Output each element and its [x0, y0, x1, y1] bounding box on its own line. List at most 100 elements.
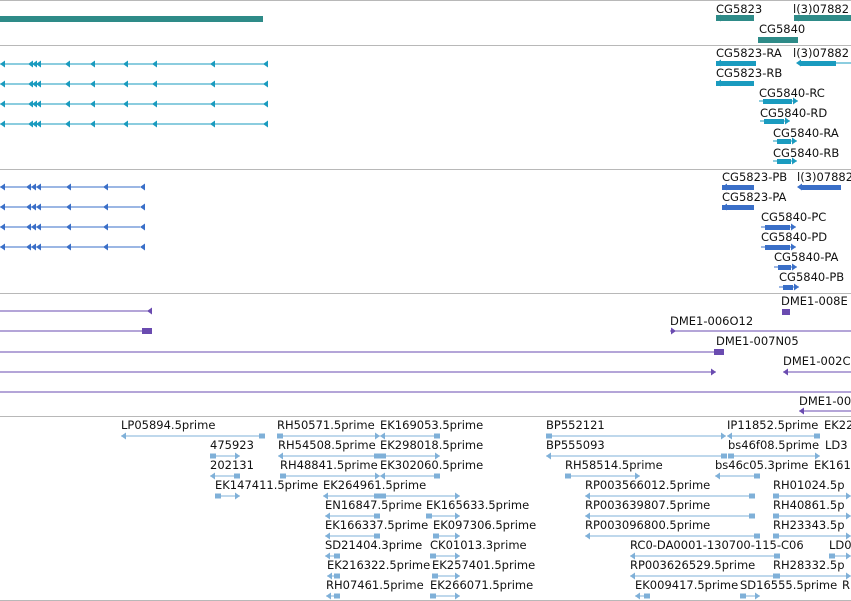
protein-exon [722, 205, 754, 210]
clone-arrow [799, 407, 804, 415]
est-arrow [121, 432, 126, 440]
est-arrow [210, 472, 215, 480]
est-end [334, 573, 340, 579]
transcript-exon-arrow [0, 120, 5, 128]
est-label[interactable]: LP05894.5prime [121, 418, 216, 432]
protein-label-cg5840-pc[interactable]: CG5840-PC [761, 210, 827, 224]
est-end [380, 493, 386, 499]
clone-label-dme1-007n05[interactable]: DME1-007N05 [716, 334, 799, 348]
est-label[interactable]: SD21404.3prime [325, 538, 423, 552]
est-label[interactable]: RH58514.5prime [565, 458, 663, 472]
est-label[interactable]: EN16847.5prime [325, 498, 422, 512]
est-label[interactable]: EK161 [814, 458, 851, 472]
clone-label-dme1-002[interactable]: DME1-002C [783, 354, 851, 368]
protein-label-cg5840-pa[interactable]: CG5840-PA [774, 250, 839, 264]
est-label[interactable]: IP11852.5prime [727, 418, 819, 432]
transcript-label-cg5840-rd[interactable]: CG5840-RD [760, 106, 828, 120]
est-label[interactable]: EK169053.5prime [380, 418, 484, 432]
est-label[interactable]: EK009417.5prime [635, 578, 739, 592]
est-label[interactable]: EK097306.5prime [433, 518, 537, 532]
est-label[interactable]: EK257401.5prime [432, 558, 536, 572]
est-label[interactable]: EK166337.5prime [325, 518, 429, 532]
gene-label-cg5823[interactable]: CG5823 [716, 2, 763, 16]
gene-glyph [794, 15, 851, 21]
clone-label-dme1-008[interactable]: DME1-008E [781, 294, 848, 308]
protein-label-cg5823-pb[interactable]: CG5823-PB [722, 170, 788, 184]
est-arrow [327, 572, 332, 580]
est-arrow [380, 432, 385, 440]
est-label[interactable]: RH54508.5prime [278, 438, 376, 452]
est-label[interactable]: RH23343.5p [773, 518, 845, 532]
transcript-label-cg5840-ra[interactable]: CG5840-RA [773, 126, 839, 140]
est-label[interactable]: LD3 [825, 438, 848, 452]
est-arrow [635, 592, 640, 600]
est-label[interactable]: RH50571.5prime [277, 418, 375, 432]
transcript-exon-arrow [65, 100, 70, 108]
protein-label-cg5840-pd[interactable]: CG5840-PD [761, 230, 828, 244]
est-arrow [325, 532, 330, 540]
est-label[interactable]: RP003566012.5prime [585, 478, 711, 492]
transcript-exon-arrow [716, 59, 721, 67]
est-label[interactable]: EK302060.5prime [380, 458, 484, 472]
transcript-exon-arrow [796, 59, 801, 67]
est-label[interactable]: EK216322.5prime [327, 558, 431, 572]
clone-label-dme1-00[interactable]: DME1-00 [799, 394, 851, 408]
est-arrow [846, 532, 851, 540]
est-label[interactable]: CK01013.3prime [430, 538, 527, 552]
transcript-label-l3-07882[interactable]: l(3)07882 [793, 46, 850, 60]
est-label[interactable]: EK266071.5prime [430, 578, 534, 592]
est-label[interactable]: EK165633.5prime [426, 498, 530, 512]
est-label[interactable]: EK264961.5prime [323, 478, 427, 492]
clone-label-dme1-006o12[interactable]: DME1-006O12 [670, 314, 754, 328]
est-label[interactable]: BP552121 [546, 418, 605, 432]
transcript-exon [763, 99, 792, 104]
est-end [829, 553, 835, 559]
est-label[interactable]: EK147411.5prime [215, 478, 319, 492]
est-label[interactable]: bs46c05.3prime [715, 458, 809, 472]
gene-glyph [758, 37, 798, 43]
gene-arrow [794, 14, 799, 22]
protein-label-cg5823-pa[interactable]: CG5823-PA [722, 190, 787, 204]
est-label[interactable]: LD0 [829, 538, 851, 552]
protein-label-cg5840-pb[interactable]: CG5840-PB [779, 270, 845, 284]
est-label[interactable]: RH07461.5prime [326, 578, 424, 592]
transcript-exon-arrow [210, 120, 215, 128]
est-label[interactable]: EK22 [824, 418, 851, 432]
transcript-label-cg5823-rb[interactable]: CG5823-RB [716, 66, 783, 80]
est-end [277, 433, 283, 439]
est-arrow [585, 512, 590, 520]
transcript-exon [777, 159, 791, 164]
est-label[interactable]: 202131 [210, 458, 254, 472]
est-label[interactable]: EK298018.5prime [380, 438, 484, 452]
est-label[interactable]: RC0-DA0001-130700-115-C06 [630, 538, 804, 552]
protein-exon-arrow [66, 183, 71, 191]
est-end [374, 513, 380, 519]
transcript-label-cg5823-ra[interactable]: CG5823-RA [716, 46, 782, 60]
protein-label-l3-07882[interactable]: l(3)07882 [797, 170, 851, 184]
gene-label-cg5840[interactable]: CG5840 [759, 22, 806, 36]
est-label[interactable]: RP003626529.5prime [630, 558, 756, 572]
transcript-exon-arrow [32, 120, 37, 128]
transcript-label-cg5840-rc[interactable]: CG5840-RC [759, 86, 825, 100]
est-end [334, 593, 340, 599]
est-arrow [235, 492, 240, 500]
est-label[interactable]: SD16555.5prime [740, 578, 838, 592]
est-label[interactable]: R [842, 578, 850, 592]
est-label[interactable]: RH48841.5prime [280, 458, 378, 472]
est-label[interactable]: RP003639807.5prime [585, 498, 711, 512]
transcript-label-cg5840-rb[interactable]: CG5840-RB [773, 146, 840, 160]
est-label[interactable]: BP555093 [546, 438, 605, 452]
est-label[interactable]: 475923 [210, 438, 254, 452]
est-label[interactable]: RP003096800.5prime [585, 518, 711, 532]
est-end [774, 553, 780, 559]
gene-label-l3-07882[interactable]: l(3)07882 [793, 2, 850, 16]
est-label[interactable]: RH28332.5p [773, 558, 845, 572]
transcript-exon-arrow [123, 80, 128, 88]
est-label[interactable]: RH40861.5p [773, 498, 845, 512]
protein-exon-arrow [103, 243, 108, 251]
est-label[interactable]: bs46f08.5prime [728, 438, 820, 452]
est-arrow [326, 592, 331, 600]
protein-exon-arrow [140, 203, 145, 211]
est-label[interactable]: RH01024.5p [773, 478, 845, 492]
track-separator [0, 45, 851, 46]
